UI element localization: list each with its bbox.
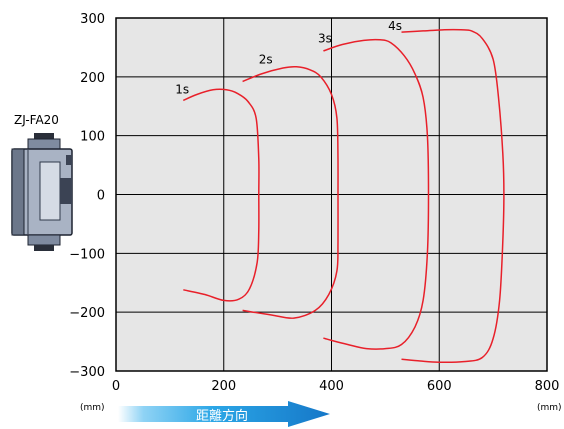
x-tick-label: 400 — [319, 379, 344, 394]
series-line-1s — [182, 88, 260, 302]
x-unit-left: (mm) — [80, 403, 105, 413]
device-label: ZJ-FA20 — [14, 113, 59, 127]
device-bottom-cap — [34, 245, 54, 251]
series-label-1s: 1s — [175, 82, 189, 96]
device-top-cap — [34, 133, 54, 139]
device-connector — [60, 178, 72, 204]
y-tick-label: 200 — [80, 71, 105, 86]
series-group — [182, 28, 505, 364]
device-bottom-plate — [27, 234, 61, 246]
series-labels: 1s 2s 3s 4s — [175, 19, 402, 97]
y-tick-label: −100 — [69, 247, 105, 262]
series-line-3s — [323, 38, 430, 350]
series-label-2s: 2s — [259, 52, 273, 66]
y-tick-label: −200 — [69, 306, 105, 321]
direction-label: 距離方向 — [196, 408, 248, 424]
series-label-3s: 3s — [318, 32, 332, 46]
y-tick-label: −300 — [69, 365, 105, 380]
x-unit-right: (mm) — [537, 403, 562, 413]
x-axis-ticks: 0 200 400 600 800 — [112, 379, 560, 394]
device-top-plate — [27, 138, 61, 150]
x-tick-label: 0 — [112, 379, 120, 394]
device-window — [39, 161, 61, 221]
x-tick-label: 600 — [427, 379, 452, 394]
y-tick-label: 100 — [80, 130, 105, 145]
x-tick-label: 200 — [211, 379, 236, 394]
grid-lines — [116, 18, 547, 371]
device-side-panel — [11, 148, 25, 236]
series-line-2s — [242, 65, 339, 319]
device-side-tab — [66, 155, 72, 165]
direction-arrow-shape — [118, 401, 330, 427]
x-tick-label: 800 — [535, 379, 560, 394]
device-image: ZJ-FA20 — [11, 113, 73, 251]
series-label-4s: 4s — [388, 19, 402, 33]
series-line-4s — [401, 28, 505, 364]
direction-arrow: 距離方向 — [118, 401, 330, 427]
y-axis-ticks: 300 200 100 0 −100 −200 −300 — [69, 12, 105, 380]
y-tick-label: 0 — [97, 189, 105, 204]
y-tick-label: 300 — [80, 12, 105, 27]
